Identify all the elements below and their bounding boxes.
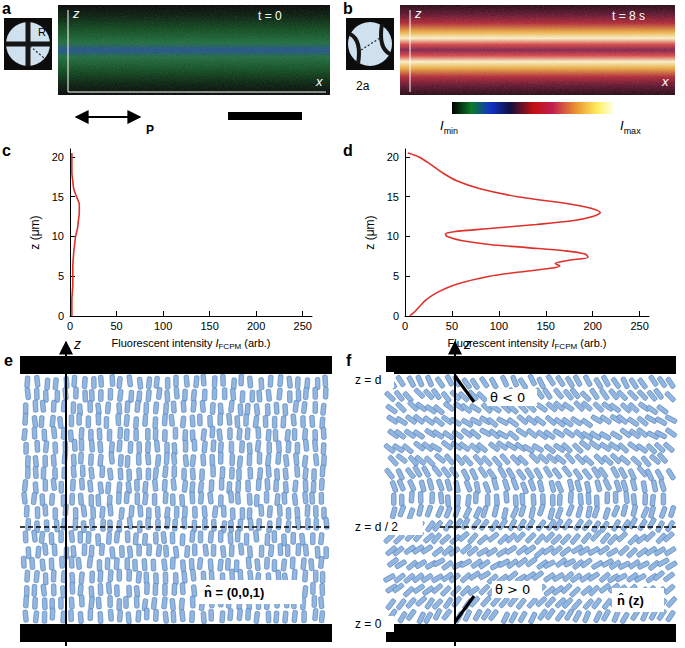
svg-text:10: 10 (387, 230, 399, 242)
svg-text:x: x (661, 74, 669, 89)
svg-text:FCPM: FCPM (554, 342, 577, 351)
svg-text:15: 15 (387, 191, 399, 203)
svg-text:0: 0 (58, 310, 64, 322)
svg-text:n̂ (z): n̂ (z) (617, 593, 644, 608)
svg-text:z (μm): z (μm) (28, 215, 42, 249)
svg-text:0: 0 (402, 320, 408, 332)
svg-text:I: I (215, 337, 219, 349)
svg-text:100: 100 (490, 320, 508, 332)
svg-text:z: z (463, 336, 471, 352)
svg-text:200: 200 (247, 320, 265, 332)
svg-text:20: 20 (52, 151, 64, 163)
svg-text:R: R (38, 26, 46, 38)
svg-text:z: z (414, 6, 422, 21)
svg-text:c: c (2, 142, 11, 159)
svg-text:b: b (343, 0, 353, 17)
svg-text:z: z (73, 336, 81, 352)
svg-text:200: 200 (584, 320, 602, 332)
svg-text:θ > 0: θ > 0 (495, 582, 530, 597)
svg-text:5: 5 (393, 270, 399, 282)
svg-text:P: P (146, 123, 154, 137)
svg-text:z: z (72, 6, 80, 21)
svg-text:z (μm): z (μm) (363, 215, 377, 249)
svg-text:250: 250 (630, 320, 648, 332)
svg-text:0: 0 (393, 310, 399, 322)
svg-text:15: 15 (52, 191, 64, 203)
svg-text:50: 50 (446, 320, 458, 332)
svg-text:z = 0: z = 0 (355, 617, 382, 631)
svg-text:x: x (315, 74, 323, 89)
svg-text:I: I (551, 337, 555, 349)
svg-text:θ < 0: θ < 0 (490, 390, 525, 405)
svg-text:50: 50 (110, 320, 122, 332)
svg-text:(arb.): (arb.) (577, 337, 606, 349)
svg-text:0: 0 (67, 320, 73, 332)
svg-text:a: a (2, 0, 11, 17)
svg-text:150: 150 (537, 320, 555, 332)
svg-text:(arb.): (arb.) (241, 337, 270, 349)
svg-text:10: 10 (52, 230, 64, 242)
svg-text:f: f (346, 352, 352, 369)
svg-text:5: 5 (58, 270, 64, 282)
svg-text:z = d: z = d (355, 373, 381, 387)
svg-text:d: d (343, 142, 353, 159)
svg-text:250: 250 (294, 320, 312, 332)
svg-text:Fluorescent intensity: Fluorescent intensity (112, 337, 216, 349)
svg-text:t = 8 s: t = 8 s (612, 9, 645, 23)
svg-text:Imin: Imin (440, 118, 458, 136)
svg-text:e: e (4, 352, 13, 369)
svg-text:Imax: Imax (620, 118, 641, 136)
svg-text:n̂ = (0,0,1): n̂ = (0,0,1) (204, 585, 264, 600)
svg-text:z = d / 2: z = d / 2 (355, 520, 398, 534)
svg-text:2a: 2a (356, 79, 370, 93)
svg-text:150: 150 (200, 320, 218, 332)
svg-text:20: 20 (387, 151, 399, 163)
svg-text:Fluorescent intensity: Fluorescent intensity (448, 337, 552, 349)
svg-text:100: 100 (154, 320, 172, 332)
svg-text:FCPM: FCPM (218, 342, 241, 351)
svg-text:t = 0: t = 0 (258, 9, 282, 23)
